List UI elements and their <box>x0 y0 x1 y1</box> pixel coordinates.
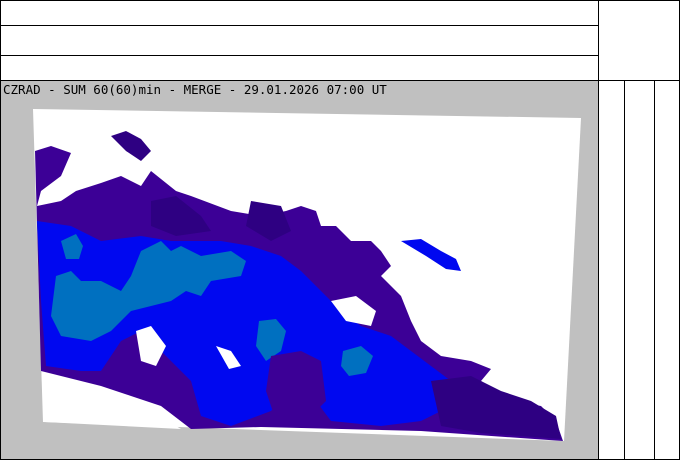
precip-level4-b <box>256 319 286 361</box>
precip-level1d <box>246 201 291 241</box>
header-row-2 <box>0 25 599 56</box>
clear-a <box>136 326 166 366</box>
precip-level4-west <box>51 241 246 341</box>
radar-map[interactable]: CZRAD - SUM 60(60)min - MERGE - 29.01.20… <box>0 80 599 460</box>
clear-b <box>331 296 376 326</box>
header-right-panel <box>598 0 680 81</box>
precip-level1-southeast <box>431 376 561 439</box>
header-row-1 <box>0 0 599 26</box>
precip-level1-south <box>266 351 326 426</box>
precip-level3-band <box>401 239 461 271</box>
precip-level1b <box>111 131 151 161</box>
precip-level4-c <box>341 346 373 376</box>
legend-column-1 <box>598 80 625 460</box>
legend-column-2 <box>624 80 655 460</box>
precip-level1c <box>151 196 211 236</box>
clear-c <box>216 346 241 369</box>
map-title: CZRAD - SUM 60(60)min - MERGE - 29.01.20… <box>3 82 387 97</box>
radar-image <box>33 109 581 441</box>
header-row-3 <box>0 55 599 81</box>
precip-level4-a <box>61 234 83 259</box>
clear-d <box>43 381 181 429</box>
legend-column-3 <box>654 80 680 460</box>
